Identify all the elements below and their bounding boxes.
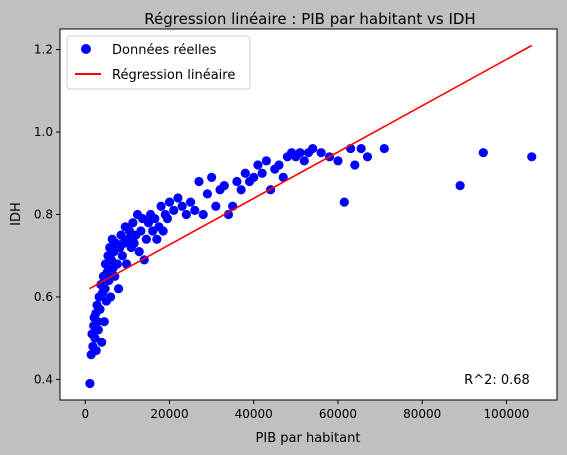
data-point — [134, 247, 144, 257]
data-point — [211, 201, 221, 211]
data-point — [356, 143, 366, 154]
regression-line — [89, 44, 533, 290]
data-point — [162, 214, 172, 224]
data-point — [93, 325, 103, 335]
data-point — [136, 226, 146, 236]
data-point — [156, 201, 166, 211]
legend-scatter-marker — [81, 44, 91, 54]
data-point — [117, 251, 127, 261]
r-squared-annotation: R^2: 0.68 — [464, 373, 530, 388]
data-point — [261, 156, 271, 166]
data-point — [177, 201, 187, 211]
data-point — [181, 209, 191, 220]
data-point — [198, 209, 208, 220]
data-point — [90, 333, 100, 343]
data-point — [257, 168, 267, 178]
data-point — [85, 378, 95, 389]
data-point — [128, 218, 138, 228]
x-tick-label: 80000 — [403, 407, 441, 421]
data-point — [185, 197, 196, 207]
x-tick-label: 20000 — [150, 407, 188, 421]
data-point — [150, 214, 160, 224]
data-point — [93, 317, 103, 327]
data-point — [278, 172, 288, 182]
y-tick-label: 1.0 — [34, 125, 53, 139]
data-point — [113, 284, 124, 294]
legend-entry-data: Données réelles — [112, 43, 217, 58]
data-point — [223, 209, 234, 220]
data-point — [91, 345, 101, 356]
x-axis-label: PIB par habitant — [256, 431, 361, 446]
data-point — [253, 160, 263, 170]
y-tick-label: 1.2 — [34, 43, 53, 57]
data-point — [152, 234, 162, 244]
data-point — [236, 185, 246, 195]
data-point — [190, 205, 200, 215]
x-tick-label: 100000 — [484, 407, 530, 421]
data-point — [169, 205, 179, 215]
data-point — [455, 181, 465, 191]
data-point — [112, 259, 122, 269]
y-axis: 0.4 0.6 0.8 1.0 1.2 — [34, 43, 60, 386]
data-point — [295, 148, 305, 158]
regression-line-layer — [89, 44, 533, 290]
data-point — [299, 156, 309, 166]
data-point — [194, 176, 204, 187]
data-point — [350, 160, 360, 170]
data-point — [97, 337, 107, 347]
y-tick-label: 0.4 — [34, 372, 53, 386]
data-point — [333, 156, 343, 166]
data-point — [274, 160, 284, 170]
legend-box — [66, 35, 251, 90]
scatter-points — [85, 143, 537, 389]
data-point — [202, 189, 213, 199]
data-point — [158, 226, 168, 236]
legend-entry-regression: Régression linéaire — [112, 68, 235, 83]
data-point — [219, 181, 229, 191]
data-point — [173, 193, 183, 203]
x-tick-label: 60000 — [319, 407, 357, 421]
y-tick-label: 0.6 — [34, 290, 53, 304]
data-point — [308, 143, 318, 154]
data-point — [116, 230, 126, 240]
data-point — [105, 292, 116, 302]
data-point — [100, 284, 110, 294]
data-point — [527, 152, 537, 162]
chart-title: Régression linéaire : PIB par habitant v… — [144, 10, 475, 28]
x-axis: 0 20000 40000 60000 80000 100000 — [81, 400, 529, 421]
data-point — [164, 197, 175, 207]
data-point — [379, 143, 389, 154]
data-point — [99, 317, 109, 327]
y-tick-label: 0.8 — [34, 208, 53, 222]
data-point — [95, 304, 105, 314]
data-point — [362, 152, 373, 162]
data-point — [316, 148, 326, 158]
legend: Données réelles Régression linéaire — [66, 35, 251, 90]
x-tick-label: 40000 — [235, 407, 273, 421]
y-axis-label: IDH — [9, 202, 24, 226]
x-tick-label: 0 — [81, 407, 89, 421]
data-point — [249, 172, 259, 182]
data-point — [478, 148, 488, 158]
data-point — [232, 176, 242, 187]
data-point — [339, 197, 349, 207]
data-point — [141, 234, 151, 244]
data-point — [129, 238, 139, 248]
data-point — [207, 172, 217, 182]
data-point — [240, 168, 250, 178]
